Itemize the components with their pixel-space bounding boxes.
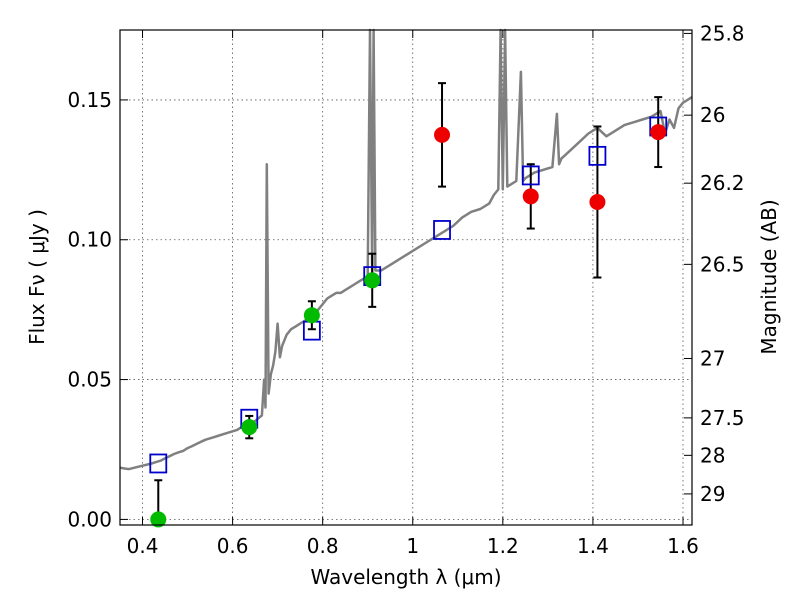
data-point	[241, 419, 258, 436]
y2-tick-label: 26.5	[700, 252, 745, 276]
y2-tick-label: 27.5	[700, 406, 745, 430]
y2-axis-label: Magnitude (AB)	[757, 199, 781, 354]
y-tick-label: 0.00	[67, 507, 112, 531]
y-axis-label: Flux Fν ( μJy )	[25, 209, 49, 345]
y2-tick-labels: 25.8 26 26.2 26.5 27 27.5 28 29	[700, 21, 745, 505]
spectrum-line	[119, 28, 693, 471]
data-point	[522, 188, 539, 205]
x-tick-label: 1.6	[667, 534, 699, 558]
data-point	[364, 272, 381, 289]
plot-frame	[119, 29, 693, 526]
detection-points	[150, 124, 667, 528]
model-square	[149, 453, 168, 474]
y-tick-label: 0.10	[67, 228, 112, 252]
model-square	[521, 165, 540, 186]
y-tick-label: 0.05	[67, 368, 112, 392]
x-tick-label: 1.2	[487, 534, 519, 558]
x-tick-label: 0.4	[127, 534, 159, 558]
model-squares-series	[149, 116, 668, 474]
x-tick-labels: 0.4 0.6 0.8 1 1.2 1.4 1.6	[127, 534, 699, 558]
x-axis-label: Wavelength λ (μm)	[310, 565, 501, 589]
ticks	[120, 30, 692, 525]
x-tick-label: 1	[406, 534, 419, 558]
y2-tick-label: 28	[700, 443, 725, 467]
y2-tick-label: 26.2	[700, 171, 745, 195]
data-point	[434, 126, 451, 143]
model-square	[433, 220, 451, 240]
y-tick-labels: 0.00 0.05 0.10 0.15	[67, 88, 112, 531]
spectrum-series	[119, 28, 693, 471]
x-tick-label: 0.8	[307, 534, 339, 558]
data-point	[650, 124, 667, 141]
y2-tick-label: 25.8	[700, 21, 745, 45]
data-point	[150, 511, 167, 528]
errorbars	[154, 82, 663, 520]
x-tick-label: 1.4	[577, 534, 609, 558]
y2-tick-label: 29	[700, 482, 725, 506]
data-point	[589, 193, 606, 210]
y-tick-label: 0.15	[67, 88, 112, 112]
y2-tick-label: 26	[700, 103, 725, 127]
y2-tick-label: 27	[700, 346, 725, 370]
data-point	[303, 307, 320, 324]
model-square	[588, 145, 607, 166]
x-tick-label: 0.6	[217, 534, 249, 558]
grid	[120, 30, 692, 525]
